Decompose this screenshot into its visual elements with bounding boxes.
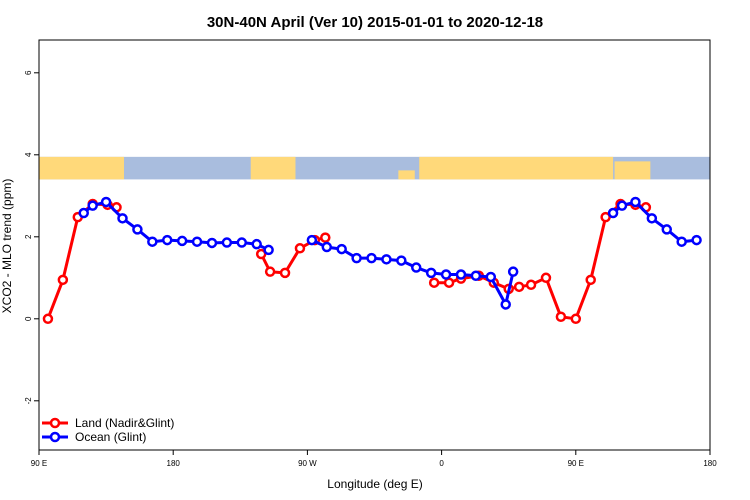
y-tick-label: 4 (24, 152, 33, 157)
land-block (419, 156, 614, 180)
legend-label: Land (Nadir&Glint) (75, 416, 174, 430)
x-tick-label: 180 (703, 459, 717, 468)
series-line (46, 202, 117, 320)
data-point (221, 237, 233, 248)
data-point (485, 271, 497, 283)
data-point (443, 277, 455, 288)
legend-marker (49, 417, 61, 429)
data-point (607, 207, 619, 219)
legend-label: Ocean (Glint) (75, 430, 146, 444)
x-tick-label: 0 (439, 459, 444, 468)
data-point (320, 232, 331, 243)
y-axis: -2 0 2 4 6 (24, 70, 39, 404)
data-point (381, 254, 392, 265)
data-point (206, 237, 218, 249)
data-point (294, 243, 306, 254)
data-point (540, 272, 552, 284)
data-point (306, 234, 318, 246)
data-point (661, 224, 673, 235)
x-tick-label: 90 E (568, 459, 584, 468)
series-layer (42, 196, 702, 325)
land-block (398, 170, 415, 180)
data-point (161, 234, 173, 246)
data-point (396, 255, 407, 266)
data-point (264, 266, 276, 277)
data-point (87, 200, 98, 211)
data-point (455, 269, 467, 280)
data-point (57, 274, 69, 286)
plot-frame (38, 39, 711, 451)
data-point (507, 266, 519, 277)
legend-marker (49, 431, 61, 443)
chart-title: 30N-40N April (Ver 10) 2015-01-01 to 202… (207, 14, 543, 31)
data-point (513, 281, 525, 293)
data-point (251, 238, 262, 250)
data-point (117, 213, 128, 224)
y-axis-label: XCO2 - MLO trend (ppm) (0, 179, 14, 314)
data-point (691, 234, 702, 246)
data-point (525, 279, 537, 291)
y-tick-label: 0 (24, 316, 33, 321)
data-point (132, 224, 143, 235)
series-line (434, 202, 647, 321)
data-point (570, 313, 582, 325)
legend: Land (Nadir&Glint)Ocean (Glint) (42, 416, 174, 444)
data-point (500, 299, 511, 310)
data-point (676, 236, 687, 247)
x-tick-label: 90 E (31, 459, 47, 468)
data-point (411, 262, 422, 273)
data-point (428, 277, 440, 288)
data-point (176, 235, 188, 247)
data-point (236, 237, 248, 248)
data-point (616, 200, 628, 211)
land-block (614, 161, 651, 180)
data-point (255, 248, 267, 260)
data-point (191, 236, 203, 247)
data-point (42, 313, 54, 325)
data-point (279, 267, 291, 279)
land-mask-strip (39, 156, 710, 180)
data-point (470, 270, 482, 281)
data-point (336, 243, 347, 255)
data-point (585, 274, 596, 286)
data-point (351, 252, 362, 264)
land-block (250, 156, 296, 180)
data-point (646, 213, 658, 224)
data-point (147, 236, 158, 247)
land-block (39, 156, 124, 180)
x-axis-label: Longitude (deg E) (327, 477, 422, 491)
data-point (425, 267, 437, 279)
data-point (366, 252, 377, 264)
y-tick-label: 2 (24, 234, 33, 239)
data-point (321, 241, 333, 253)
data-point (263, 244, 274, 256)
data-point (100, 196, 112, 208)
data-point (600, 211, 611, 223)
data-point (440, 269, 452, 280)
data-point (78, 207, 89, 219)
x-tick-label: 90 W (298, 459, 317, 468)
x-tick-label: 180 (167, 459, 181, 468)
data-point (555, 311, 567, 322)
data-point (630, 196, 641, 208)
y-tick-label: 6 (24, 70, 33, 75)
x-axis: 90 E 180 90 W 0 90 E 180 (31, 450, 717, 468)
y-tick-label: -2 (24, 397, 33, 405)
